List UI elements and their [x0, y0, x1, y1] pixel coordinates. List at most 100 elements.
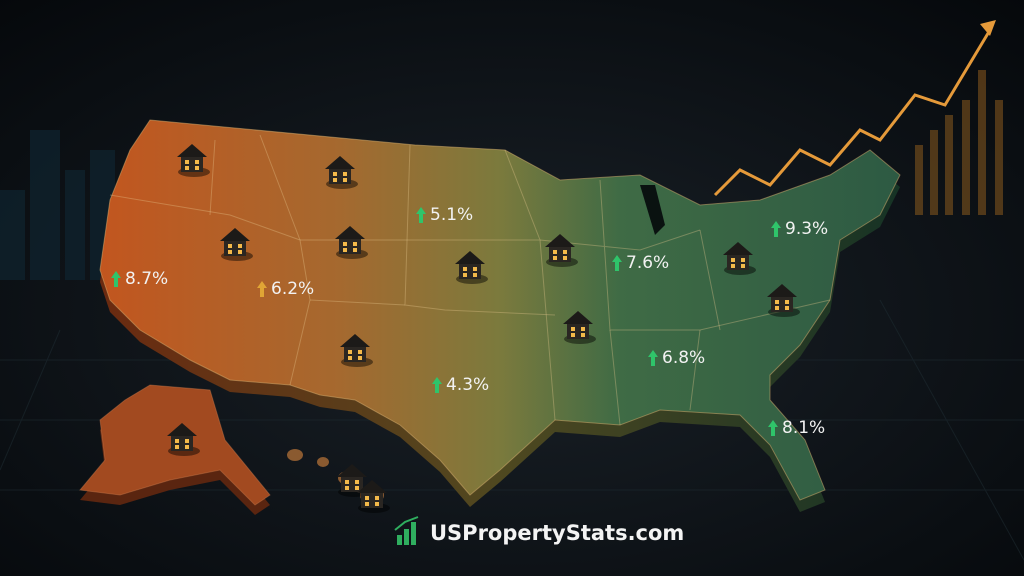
house-window — [553, 250, 557, 254]
house-window — [185, 160, 189, 164]
house-window — [375, 496, 379, 500]
house-body — [341, 476, 363, 492]
house-window — [731, 258, 735, 262]
house-body — [459, 263, 481, 279]
house — [167, 423, 200, 456]
house-window — [563, 256, 567, 260]
house-window — [175, 445, 179, 449]
growth-arrow — [416, 207, 426, 223]
house-window — [785, 306, 789, 310]
house-roof — [563, 311, 593, 324]
house-window — [563, 250, 567, 254]
house-window — [731, 264, 735, 268]
house-window — [345, 480, 349, 484]
house-window — [463, 267, 467, 271]
house-window — [348, 356, 352, 360]
house-window — [185, 445, 189, 449]
house-body — [567, 323, 589, 339]
growth-label: 4.3% — [446, 375, 489, 395]
house — [767, 284, 800, 317]
trend-line — [713, 29, 992, 197]
house-window — [775, 300, 779, 304]
house-window — [238, 244, 242, 248]
house — [455, 251, 488, 284]
growth-label: 6.8% — [662, 348, 705, 368]
house-window — [333, 178, 337, 182]
house-window — [238, 250, 242, 254]
house-roof — [337, 464, 367, 477]
house-window — [353, 242, 357, 246]
house — [723, 242, 756, 275]
house-body — [339, 238, 361, 254]
growth-arrow — [612, 255, 622, 271]
house — [340, 334, 373, 367]
house — [545, 234, 578, 267]
house-window — [348, 350, 352, 354]
house-roof — [167, 423, 197, 436]
growth-arrow — [257, 281, 267, 297]
house-body — [771, 296, 793, 312]
house-window — [365, 502, 369, 506]
houses — [167, 144, 800, 513]
house-body — [549, 246, 571, 262]
house-window — [571, 327, 575, 331]
house-window — [775, 306, 779, 310]
house-window — [785, 300, 789, 304]
growth-label: 8.1% — [782, 418, 825, 438]
house-window — [353, 248, 357, 252]
house-window — [473, 273, 477, 277]
growth-label: 9.3% — [785, 219, 828, 239]
house-window — [741, 258, 745, 262]
growth-labels: 8.7% 6.2% 5.1% 4.3% 7.6% 6.8% 9.3% 8.1% — [111, 205, 828, 438]
house-roof — [335, 226, 365, 239]
house-window — [581, 327, 585, 331]
house-roof — [767, 284, 797, 297]
house-window — [343, 178, 347, 182]
trend-arrowhead — [980, 20, 996, 36]
house-roof — [455, 251, 485, 264]
house-roof — [357, 480, 387, 493]
house-roof — [220, 228, 250, 241]
house-roof — [340, 334, 370, 347]
house-window — [343, 242, 347, 246]
house-body — [361, 492, 383, 508]
house-body — [181, 156, 203, 172]
house-window — [185, 166, 189, 170]
house-window — [355, 480, 359, 484]
house-window — [185, 439, 189, 443]
house-window — [228, 244, 232, 248]
growth-arrow — [111, 271, 121, 287]
house-window — [343, 248, 347, 252]
brand-logo — [394, 516, 419, 545]
growth-label: 7.6% — [626, 253, 669, 273]
house — [357, 480, 390, 513]
house-window — [358, 356, 362, 360]
lake-michigan — [640, 185, 665, 235]
house-body — [224, 240, 246, 256]
house-roof — [545, 234, 575, 247]
house-window — [581, 333, 585, 337]
house-body — [727, 254, 749, 270]
house-window — [553, 256, 557, 260]
house — [220, 228, 253, 261]
house-roof — [325, 156, 355, 169]
house-body — [329, 168, 351, 184]
growth-label: 6.2% — [271, 279, 314, 299]
house-window — [345, 486, 349, 490]
trend-bars — [915, 70, 1003, 215]
house-window — [343, 172, 347, 176]
growth-arrow — [432, 377, 442, 393]
house-window — [228, 250, 232, 254]
brand-name: USPropertyStats.com — [430, 521, 684, 545]
house-body — [171, 435, 193, 451]
house-window — [333, 172, 337, 176]
growth-label: 8.7% — [125, 269, 168, 289]
house-window — [365, 496, 369, 500]
house-window — [473, 267, 477, 271]
house — [177, 144, 210, 177]
house — [563, 311, 596, 344]
mainland — [99, 119, 901, 512]
house-window — [375, 502, 379, 506]
house-roof — [723, 242, 753, 255]
